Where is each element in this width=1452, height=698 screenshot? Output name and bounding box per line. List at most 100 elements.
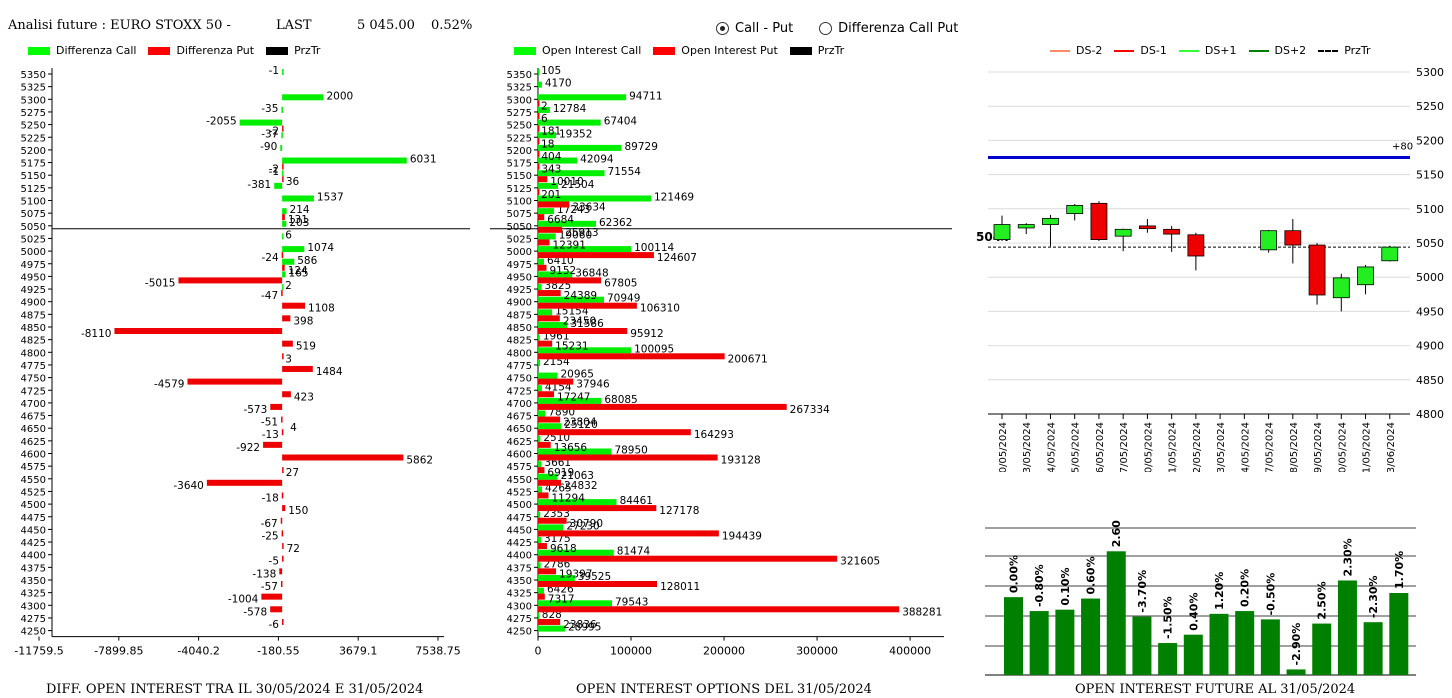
y-tick-label: 4650 (21, 424, 46, 435)
x-tick-label: 24/05/2024 (1240, 422, 1251, 472)
bar-put (206, 479, 283, 486)
bar-call (282, 208, 287, 215)
data-label: 24832 (564, 480, 597, 492)
data-label: 388281 (902, 606, 942, 618)
bar-call (538, 106, 550, 113)
radio-call-put[interactable]: Call - Put (716, 21, 793, 36)
percent-bar (1081, 598, 1101, 675)
bar-put (281, 416, 283, 423)
bar-call (538, 144, 622, 151)
bar-call (538, 94, 627, 101)
y-tick-label: 4825 (21, 336, 46, 347)
data-label: -57 (261, 581, 278, 593)
bar-put (538, 555, 838, 562)
data-label: 23836 (563, 619, 597, 631)
bar-put (282, 302, 306, 309)
bar-call (538, 309, 553, 316)
candle-up (1114, 228, 1132, 237)
y-tick-label: 4950 (1416, 305, 1444, 318)
bar-put (281, 530, 284, 537)
data-label: 19060 (559, 229, 592, 241)
legend-swatch (148, 46, 171, 55)
data-label: 12784 (553, 103, 587, 115)
bar-call (538, 461, 542, 468)
data-label: 19397 (559, 568, 592, 580)
bar-put (538, 492, 549, 499)
data-label: 10010 (550, 176, 583, 188)
data-label: -18 (262, 492, 279, 504)
percent-label: -1.50% (1162, 596, 1175, 639)
bar-call (282, 258, 295, 265)
bar-put (538, 593, 545, 600)
data-label: 105 (541, 66, 561, 77)
bar-put (281, 290, 283, 297)
percent-bar (1363, 622, 1383, 675)
y-tick-label: 5000 (1416, 271, 1444, 284)
data-label: 17247 (557, 391, 590, 403)
y-tick-label: 4475 (507, 513, 532, 524)
bar-call (274, 182, 283, 189)
data-label: 67805 (604, 277, 637, 289)
bar-call (538, 435, 541, 442)
data-label: 72 (287, 543, 300, 555)
legend-item: PrzTr (266, 44, 320, 57)
bar-call (538, 69, 540, 75)
data-label: -922 (236, 442, 260, 454)
percent-bar (1132, 616, 1152, 675)
data-label: 127178 (659, 505, 699, 517)
y-tick-label: 5100 (507, 197, 532, 208)
y-tick-label: 4700 (507, 399, 532, 410)
data-label: 27 (286, 467, 299, 479)
radio-differenza[interactable]: Differenza Call Put (819, 21, 958, 36)
y-tick-label: 4950 (21, 272, 46, 283)
bar-put (538, 543, 547, 550)
legend-item: DS+1 (1178, 44, 1237, 57)
y-tick-label: 4275 (21, 614, 46, 625)
x-tick-label: 27/05/2024 (1265, 422, 1276, 472)
data-label: 100095 (634, 343, 674, 355)
data-label: 1537 (317, 192, 344, 204)
percent-bar (1235, 611, 1255, 675)
legend-item: Open Interest Call (514, 44, 641, 57)
percent-label: 1.70% (1393, 551, 1406, 589)
data-label: -1 (269, 166, 279, 178)
y-tick-label: 4900 (1416, 340, 1444, 353)
y-tick-label: 4750 (21, 374, 46, 385)
y-tick-label: 4725 (507, 386, 532, 397)
y-tick-label: 4650 (507, 424, 532, 435)
x-tick-label: 10/05/2024 (998, 422, 1009, 472)
bar-put (538, 176, 548, 183)
x-tick-label: 13/05/2024 (1022, 422, 1033, 472)
data-label: 6684 (547, 214, 574, 226)
data-label: 21063 (561, 470, 594, 482)
data-label: 15231 (555, 341, 588, 353)
x-tick-label: 20/05/2024 (1143, 422, 1154, 472)
percent-label: 2.30% (1341, 538, 1354, 576)
data-label: 1484 (316, 366, 343, 378)
x-tick-label: 100000 (610, 645, 652, 658)
y-tick-label: 4325 (507, 589, 532, 600)
data-label: -90 (260, 141, 277, 153)
x-tick-label: -11759.5 (14, 645, 63, 658)
bar-put (270, 403, 283, 410)
bar-call (538, 612, 540, 619)
future-percent-bar-chart: 0.00% -0.80% 0.10% 0.60% 2.60% -3.70% -1.50% 0.… (985, 520, 1416, 676)
y-tick-label: 4400 (21, 551, 46, 562)
bar-call (538, 537, 541, 544)
y-tick-label: 4675 (507, 412, 532, 423)
data-label: 39525 (578, 571, 611, 583)
candle-down (1139, 225, 1156, 230)
data-label: 12391 (553, 239, 586, 251)
data-label: -381 (247, 179, 271, 191)
y-tick-label: 5100 (21, 197, 46, 208)
data-label: 214 (290, 204, 310, 216)
data-label: -2 (269, 126, 279, 138)
data-label: 193128 (721, 455, 761, 467)
legend-label: PrzTr (294, 44, 321, 57)
bar-call (538, 170, 605, 177)
y-tick-label: 5350 (507, 70, 532, 81)
y-tick-label: 5225 (21, 133, 46, 144)
y-tick-label: 5150 (1416, 169, 1444, 182)
data-label: 398 (293, 315, 313, 327)
bar-put (282, 125, 284, 132)
